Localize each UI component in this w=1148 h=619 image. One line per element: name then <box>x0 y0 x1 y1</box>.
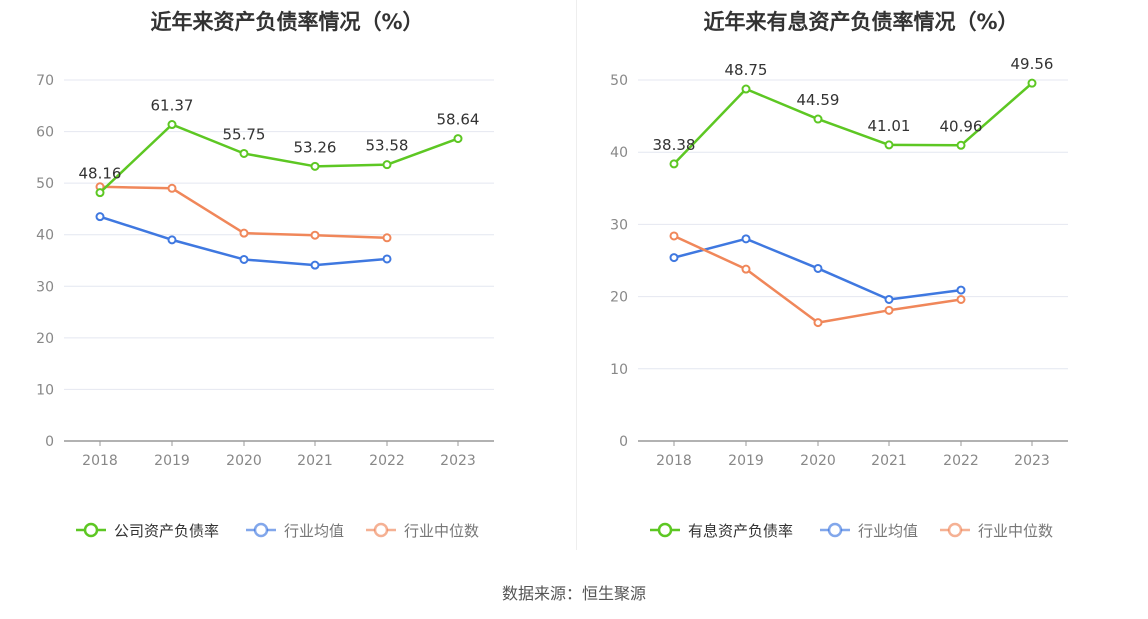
debt-ratio-chart: 0 10 20 30 40 50 60 70 2018 2019 2020 2021 2022 2023 4… <box>36 73 494 540</box>
data-point <box>382 160 392 170</box>
chart-title: 近年来有息资产负债率情况（%） <box>703 10 1019 34</box>
x-tick-label: 2018 <box>82 453 118 469</box>
data-label: 40.96 <box>940 117 983 135</box>
y-tick-label: 20 <box>36 331 54 347</box>
data-point <box>382 233 392 243</box>
y-tick-label: 50 <box>610 73 628 89</box>
legend-item: 有息资产负债率 <box>650 522 793 540</box>
x-tick-label: 2022 <box>943 453 979 469</box>
x-tick-label: 2018 <box>656 453 692 469</box>
data-point <box>95 188 105 198</box>
data-label: 38.38 <box>653 136 696 154</box>
y-tick-label: 40 <box>610 145 628 161</box>
interest-debt-ratio-chart: 0 10 20 30 40 50 2018 2019 2020 2021 2022 2023 38.38… <box>610 55 1068 540</box>
x-tick-label: 2019 <box>154 453 190 469</box>
data-point <box>741 234 751 244</box>
x-tick-label: 2021 <box>871 453 907 469</box>
data-source: 数据来源：恒生聚源 <box>501 584 646 603</box>
data-point <box>239 228 249 238</box>
legend-item: 行业中位数 <box>366 522 479 540</box>
data-point <box>956 140 966 150</box>
x-tick-label: 2022 <box>369 453 405 469</box>
y-tick-label: 0 <box>45 434 54 450</box>
data-point <box>239 254 249 264</box>
legend-marker <box>657 522 673 538</box>
y-tick-label: 30 <box>36 279 54 295</box>
legend-item: 行业中位数 <box>940 522 1053 540</box>
data-point <box>813 114 823 124</box>
data-point <box>167 235 177 245</box>
y-tick-label: 10 <box>610 362 628 378</box>
y-tick-label: 20 <box>610 290 628 306</box>
right-chart-panel: 近年来有息资产负债率情况（%） 0 10 20 30 40 50 2018 2019 2020 2… <box>574 0 1148 560</box>
legend-item: 行业均值 <box>246 522 344 540</box>
data-point <box>669 159 679 169</box>
data-point <box>741 84 751 94</box>
data-label: 58.64 <box>437 111 480 129</box>
data-point <box>669 253 679 263</box>
legend-label: 公司资产负债率 <box>114 522 219 540</box>
x-tick-label: 2023 <box>1014 453 1050 469</box>
x-tick-label: 2020 <box>226 453 262 469</box>
y-tick-label: 60 <box>36 125 54 141</box>
data-point <box>669 231 679 241</box>
legend-label: 有息资产负债率 <box>688 522 793 540</box>
legend-item: 公司资产负债率 <box>76 522 219 540</box>
data-label: 53.26 <box>294 138 337 156</box>
data-label: 49.56 <box>1011 55 1054 73</box>
data-label: 55.75 <box>223 125 266 143</box>
data-label: 48.75 <box>725 61 768 79</box>
data-point <box>310 161 320 171</box>
data-point <box>310 230 320 240</box>
data-point <box>956 294 966 304</box>
legend-marker <box>947 522 963 538</box>
panel-divider <box>576 0 577 550</box>
data-label: 61.37 <box>151 97 194 115</box>
x-tick-label: 2023 <box>440 453 476 469</box>
y-tick-label: 40 <box>36 228 54 244</box>
data-point <box>382 254 392 264</box>
legend-label: 行业均值 <box>284 522 344 540</box>
left-chart-panel: 近年来资产负债率情况（%） 0 10 20 30 40 50 60 70 2018 2019 202… <box>0 0 574 560</box>
x-tick-label: 2020 <box>800 453 836 469</box>
data-point <box>1027 78 1037 88</box>
data-point <box>167 120 177 130</box>
data-point <box>95 212 105 222</box>
data-label: 53.58 <box>366 137 409 155</box>
legend-marker <box>253 522 269 538</box>
data-point <box>310 260 320 270</box>
legend-marker <box>373 522 389 538</box>
legend-label: 行业中位数 <box>978 522 1053 540</box>
data-point <box>884 140 894 150</box>
legend-item: 行业均值 <box>820 522 918 540</box>
legend-label: 行业中位数 <box>404 522 479 540</box>
data-point <box>813 263 823 273</box>
data-point <box>741 264 751 274</box>
data-label: 44.59 <box>797 91 840 109</box>
y-tick-label: 70 <box>36 73 54 89</box>
data-label: 41.01 <box>868 117 911 135</box>
y-tick-label: 50 <box>36 176 54 192</box>
y-tick-label: 30 <box>610 217 628 233</box>
data-point <box>813 318 823 328</box>
data-point <box>239 148 249 158</box>
y-tick-label: 10 <box>36 382 54 398</box>
series-line-0 <box>673 82 1033 165</box>
y-tick-label: 0 <box>619 434 628 450</box>
data-point <box>453 134 463 144</box>
data-point <box>884 294 894 304</box>
series-line-0 <box>99 123 459 194</box>
legend-marker <box>827 522 843 538</box>
series-line-2 <box>673 234 962 324</box>
data-point <box>884 305 894 315</box>
x-tick-label: 2019 <box>728 453 764 469</box>
legend-marker <box>83 522 99 538</box>
x-tick-label: 2021 <box>297 453 333 469</box>
data-label: 48.16 <box>79 165 122 183</box>
chart-title: 近年来资产负债率情况（%） <box>150 10 424 34</box>
data-point <box>167 183 177 193</box>
data-point <box>956 285 966 295</box>
legend-label: 行业均值 <box>858 522 918 540</box>
